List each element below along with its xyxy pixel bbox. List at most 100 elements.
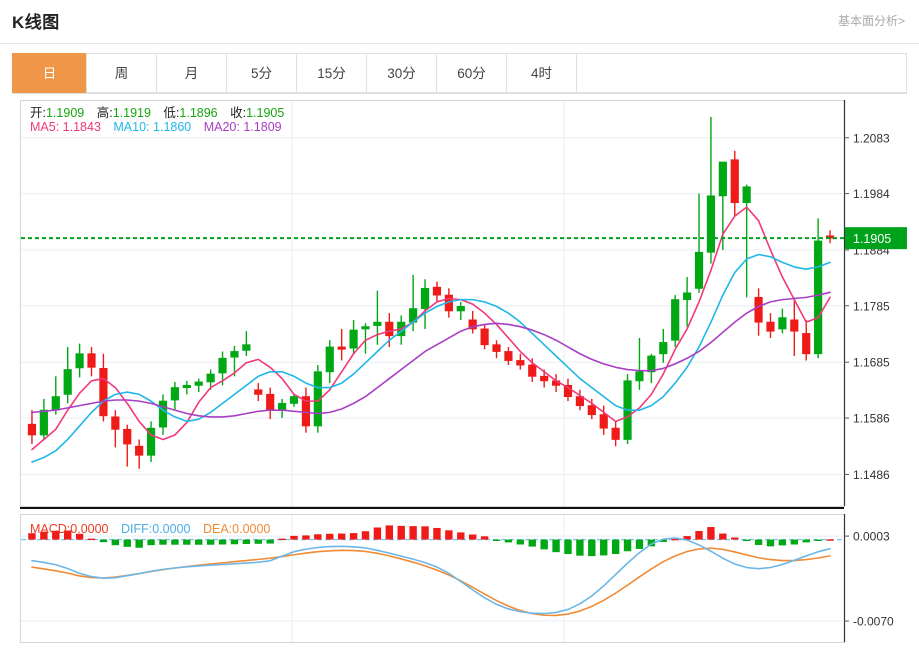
candle-body — [659, 342, 668, 355]
candle-body — [87, 353, 96, 368]
candle-body — [373, 321, 382, 326]
macd-bar — [87, 538, 96, 541]
macd-bar — [385, 525, 394, 540]
candle-body — [278, 402, 287, 411]
tab-周[interactable]: 周 — [86, 53, 156, 93]
candle-body — [468, 319, 477, 330]
candle-body — [337, 346, 346, 350]
macd-bar — [421, 526, 429, 540]
macd-bar — [302, 535, 310, 540]
macd-bar — [111, 539, 120, 546]
candle-body — [790, 319, 799, 332]
candle-body — [123, 428, 132, 445]
candle-body — [349, 329, 358, 349]
candle-body — [218, 357, 227, 374]
chart-container[interactable]: 1.2083 1.1984 1.1884 1.1785 1.1685 1.1586 1.14… — [12, 94, 907, 649]
macd-bar — [40, 531, 48, 540]
candle-body — [587, 405, 596, 416]
ma-line-ma5 — [31, 206, 831, 451]
tab-label: 周 — [114, 66, 129, 81]
macd-bar — [349, 533, 358, 540]
candle-body — [432, 286, 442, 296]
macd-bar — [492, 539, 501, 541]
macd-bar — [326, 533, 334, 540]
macd-axis-label: -0.0070 — [853, 615, 894, 629]
macd-bar — [147, 539, 155, 546]
candle-body — [39, 409, 48, 436]
macd-line-diff — [31, 537, 831, 615]
macd-bar — [802, 539, 810, 543]
macd-bar — [52, 530, 60, 540]
tab-日[interactable]: 日 — [12, 53, 86, 93]
macd-bar — [278, 538, 286, 541]
candle-body — [146, 427, 156, 456]
candle-body — [63, 369, 72, 395]
macd-bar — [504, 539, 513, 543]
candle-body — [111, 416, 120, 430]
macd-bar — [230, 539, 239, 545]
candle-body — [456, 305, 465, 312]
tab-15分[interactable]: 15分 — [296, 53, 366, 93]
macd-bar — [564, 539, 572, 555]
candle-body — [730, 159, 739, 204]
candle-body — [135, 445, 144, 456]
macd-bar — [516, 539, 525, 545]
tab-4时[interactable]: 4时 — [506, 53, 576, 93]
candle-body — [647, 355, 656, 373]
kline-chart-svg[interactable]: 1.20831.19841.18841.17851.16851.15861.14… — [12, 94, 907, 649]
candle-body — [575, 396, 584, 407]
fundamental-analysis-link[interactable]: 基本面分析> — [837, 14, 905, 28]
candle-body — [230, 351, 239, 358]
macd-bar — [707, 527, 715, 540]
price-axis-label: 1.2083 — [853, 131, 890, 145]
tab-5分[interactable]: 5分 — [226, 53, 296, 93]
candle-body — [158, 400, 168, 428]
tab-label: 30分 — [387, 66, 416, 81]
macd-bar — [75, 533, 84, 540]
macd-bar — [671, 538, 679, 541]
macd-bar — [742, 539, 751, 541]
candle-body — [778, 317, 787, 330]
price-axis-label: 1.1685 — [853, 356, 890, 370]
tab-label: 15分 — [317, 66, 346, 81]
macd-bar — [195, 539, 203, 545]
macd-bar — [552, 539, 560, 553]
macd-bar — [480, 536, 489, 540]
candle-body — [361, 326, 370, 330]
macd-bar — [540, 539, 548, 550]
candle-body — [599, 414, 608, 429]
candle-body — [492, 344, 501, 352]
macd-bar — [254, 539, 262, 544]
tab-label: 月 — [184, 66, 199, 81]
macd-bar — [373, 527, 382, 540]
candle-body — [182, 384, 191, 388]
macd-bar — [647, 539, 656, 547]
last-price-badge-label: 1.1905 — [853, 232, 891, 246]
candle-body — [99, 368, 108, 417]
macd-bar — [361, 531, 370, 540]
price-panel-frame — [20, 100, 845, 507]
macd-bar — [600, 539, 608, 556]
candle-body — [611, 427, 620, 440]
macd-bar — [433, 527, 441, 540]
macd-bar — [659, 539, 667, 542]
ma-line-ma20 — [31, 291, 831, 418]
candle-body — [242, 344, 251, 351]
candle-body — [504, 351, 513, 361]
macd-bar — [468, 534, 477, 540]
candle-body — [683, 292, 692, 301]
macd-bar — [576, 539, 584, 556]
tab-月[interactable]: 月 — [156, 53, 226, 93]
candle-body — [194, 381, 203, 386]
candle-body — [742, 186, 751, 204]
tab-60分[interactable]: 60分 — [436, 53, 506, 93]
price-axis-label: 1.1785 — [853, 299, 890, 313]
page-title: K线图 — [12, 13, 60, 32]
macd-bar — [790, 539, 799, 545]
macd-bar — [28, 533, 36, 540]
macd-bar — [778, 539, 787, 546]
candle-body — [313, 371, 322, 427]
price-axis-label: 1.1984 — [853, 187, 890, 201]
tab-30分[interactable]: 30分 — [366, 53, 436, 93]
candle-body — [814, 240, 823, 355]
